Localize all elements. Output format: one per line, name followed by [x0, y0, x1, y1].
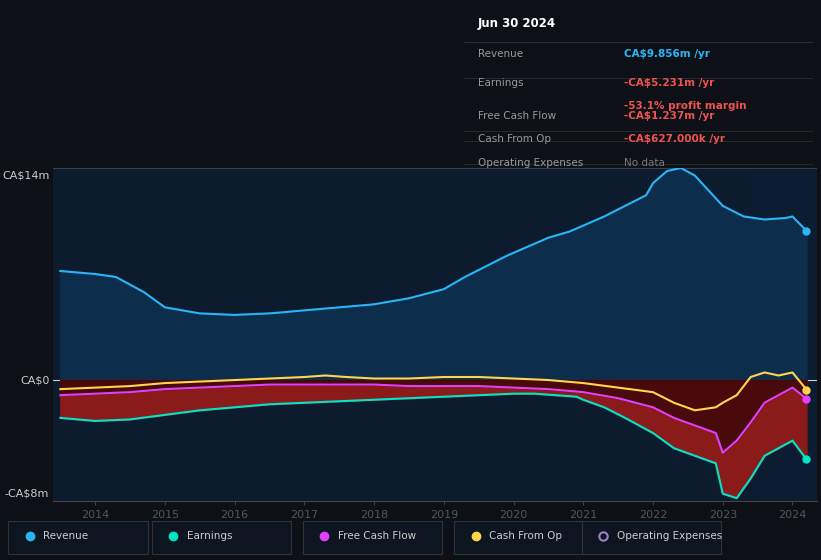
Text: -CA$5.231m /yr: -CA$5.231m /yr — [624, 78, 714, 88]
Text: Free Cash Flow: Free Cash Flow — [338, 531, 416, 541]
Text: No data: No data — [624, 157, 665, 167]
Text: -53.1% profit margin: -53.1% profit margin — [624, 101, 747, 111]
Text: Cash From Op: Cash From Op — [489, 531, 562, 541]
Text: -CA$627.000k /yr: -CA$627.000k /yr — [624, 134, 726, 144]
Text: Operating Expenses: Operating Expenses — [617, 531, 722, 541]
Text: -CA$1.237m /yr: -CA$1.237m /yr — [624, 111, 715, 122]
Text: CA$14m: CA$14m — [2, 171, 49, 181]
FancyBboxPatch shape — [303, 521, 443, 554]
Text: Cash From Op: Cash From Op — [478, 134, 551, 144]
Text: Earnings: Earnings — [478, 78, 523, 88]
FancyBboxPatch shape — [581, 521, 721, 554]
Bar — [754, 168, 821, 501]
FancyBboxPatch shape — [454, 521, 594, 554]
Text: CA$0: CA$0 — [20, 375, 49, 385]
Text: Revenue: Revenue — [478, 49, 523, 59]
Text: -CA$8m: -CA$8m — [5, 488, 49, 498]
Text: Operating Expenses: Operating Expenses — [478, 157, 583, 167]
Text: Jun 30 2024: Jun 30 2024 — [478, 17, 556, 30]
FancyBboxPatch shape — [152, 521, 291, 554]
FancyBboxPatch shape — [8, 521, 148, 554]
Text: Revenue: Revenue — [44, 531, 89, 541]
Text: Free Cash Flow: Free Cash Flow — [478, 111, 556, 122]
Text: CA$9.856m /yr: CA$9.856m /yr — [624, 49, 710, 59]
Text: Earnings: Earnings — [186, 531, 232, 541]
